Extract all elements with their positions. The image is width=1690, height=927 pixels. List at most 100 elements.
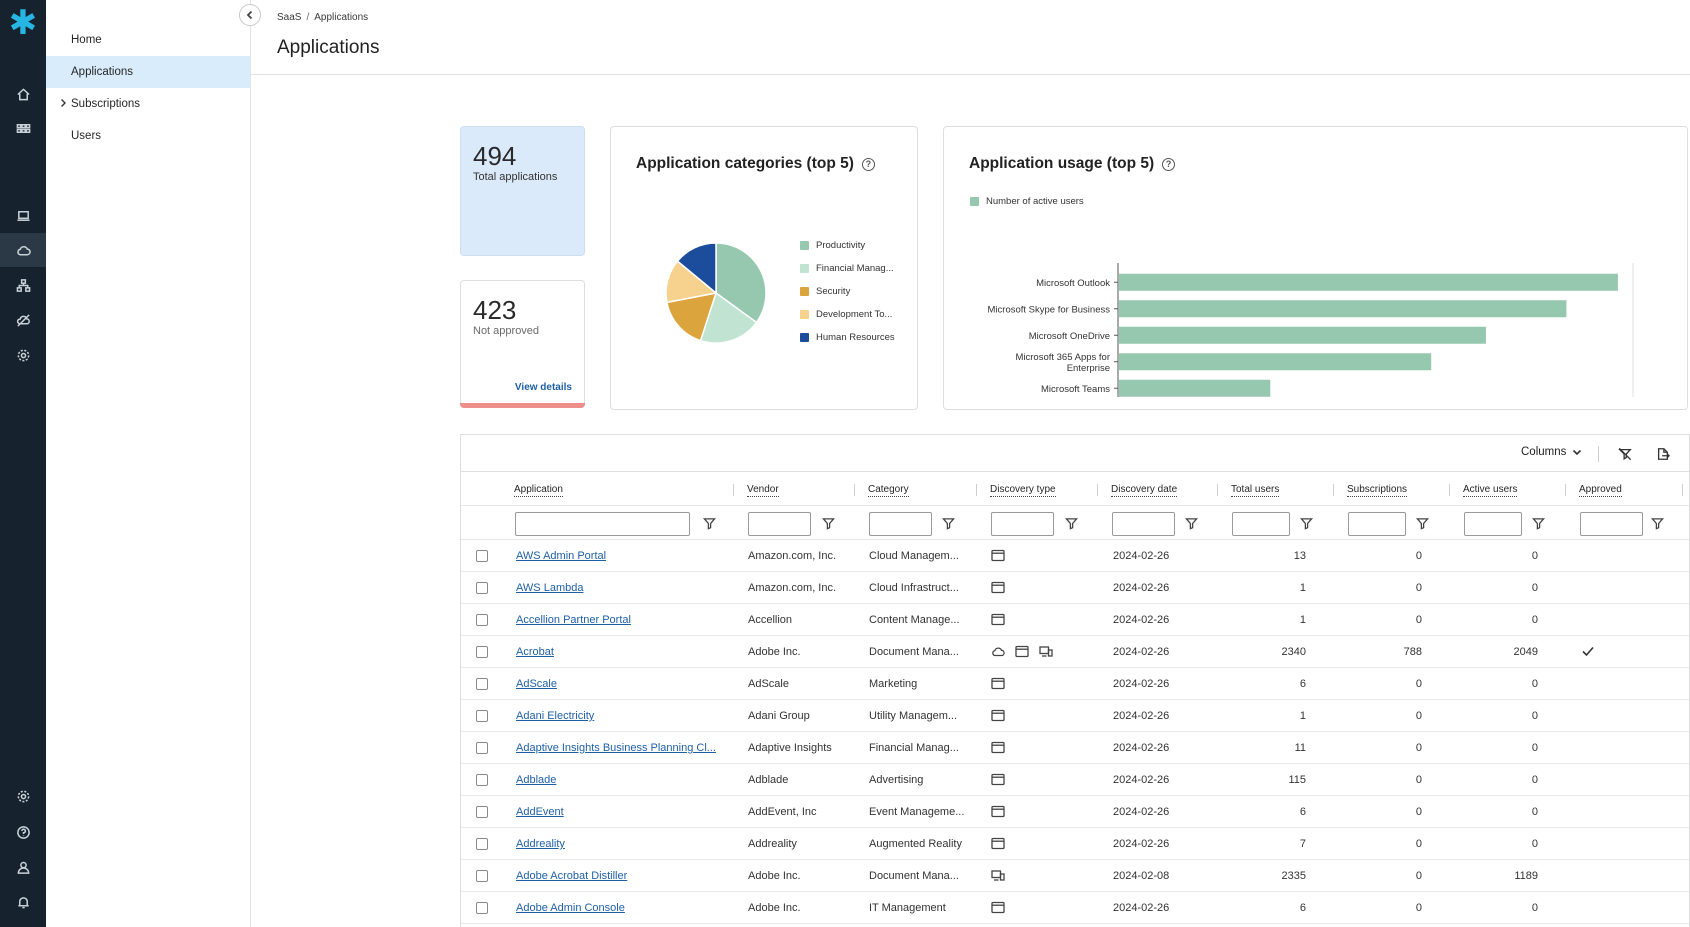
user-icon[interactable] [0,850,46,884]
column-header-application[interactable]: Application [514,484,563,497]
column-resize-handle[interactable] [733,484,734,496]
row-checkbox[interactable] [476,678,488,690]
table-row[interactable]: Adaptive Insights Business Planning Cl..… [461,732,1689,764]
row-checkbox[interactable] [476,902,488,914]
cell-application-link[interactable]: AdScale [516,678,557,690]
breadcrumb-item-saas[interactable]: SaaS [277,12,302,23]
cell-application-link[interactable]: Adblade [516,774,557,786]
categories-legend-item[interactable]: Human Resources [800,332,895,343]
subnav-item-home[interactable]: Home [46,24,250,56]
table-row[interactable]: Adblade Adblade Advertising 2024-02-26 115 0 0 [461,764,1689,796]
filter-input-total-users[interactable] [1232,512,1290,536]
column-header-category[interactable]: Category [868,484,909,497]
export-icon[interactable] [1654,445,1671,462]
column-resize-handle[interactable] [854,484,855,496]
filter-icon[interactable] [702,517,717,530]
filter-icon[interactable] [1415,517,1430,530]
admin-gear-icon[interactable] [0,779,46,813]
filter-input-application[interactable] [515,512,690,536]
cell-application-link[interactable]: Addreality [516,838,565,850]
cell-application-link[interactable]: Acrobat [516,646,554,658]
row-checkbox[interactable] [476,582,488,594]
home-icon[interactable] [0,77,46,111]
column-header-discovery-type[interactable]: Discovery type [990,484,1056,497]
usage-legend-item[interactable]: Number of active users [970,196,1084,207]
column-resize-handle[interactable] [1565,484,1566,496]
table-row[interactable]: Acrobat Adobe Inc. Document Mana... 2024-02… [461,636,1689,668]
subnav-item-users[interactable]: Users [46,120,250,152]
cell-application-link[interactable]: Adobe Admin Console [516,902,625,914]
cell-application-link[interactable]: AddEvent [516,806,564,818]
columns-button[interactable]: Columns [1521,446,1582,458]
clear-filters-icon[interactable] [1616,445,1633,462]
usage-bar[interactable] [1119,379,1271,397]
row-checkbox[interactable] [476,710,488,722]
row-checkbox[interactable] [476,870,488,882]
cell-application-link[interactable]: Accellion Partner Portal [516,614,631,626]
filter-icon[interactable] [1064,517,1079,530]
table-row[interactable]: AWS Admin Portal Amazon.com, Inc. Cloud Ma… [461,540,1689,572]
collapse-nav-button[interactable] [239,4,261,26]
laptop-icon[interactable] [0,198,46,232]
column-header-discovery-date[interactable]: Discovery date [1111,484,1178,497]
cell-application-link[interactable]: AWS Lambda [516,582,584,594]
table-row[interactable]: Accellion Partner Portal Accellion Content… [461,604,1689,636]
filter-input-discovery-type[interactable] [991,512,1054,536]
row-checkbox[interactable] [476,806,488,818]
usage-bar[interactable] [1119,273,1618,291]
table-row[interactable]: AdScale AdScale Marketing 2024-02-26 6 0 0 [461,668,1689,700]
column-header-approved[interactable]: Approved [1579,484,1622,497]
column-header-total-users[interactable]: Total users [1231,484,1280,497]
bell-icon[interactable] [0,885,46,919]
filter-input-approved[interactable] [1580,512,1643,536]
usage-bar[interactable] [1119,300,1567,318]
subnav-item-subscriptions[interactable]: Subscriptions [46,88,250,120]
categories-legend-item[interactable]: Financial Manag... [800,263,894,274]
filter-input-active-users[interactable] [1464,512,1522,536]
row-checkbox[interactable] [476,774,488,786]
filter-icon[interactable] [1650,517,1665,530]
row-checkbox[interactable] [476,838,488,850]
chevron-right-icon[interactable] [58,98,68,108]
categories-legend-item[interactable]: Productivity [800,240,865,251]
filter-icon[interactable] [821,517,836,530]
subnav-item-applications[interactable]: Applications [46,56,250,88]
filter-input-category[interactable] [869,512,932,536]
column-resize-handle[interactable] [1333,484,1334,496]
filter-input-vendor[interactable] [748,512,811,536]
table-row[interactable]: AWS Lambda Amazon.com, Inc. Cloud Infrastr… [461,572,1689,604]
help-circle-icon[interactable]: ? [1162,157,1176,171]
pie-slice[interactable] [699,291,758,344]
column-header-subscriptions[interactable]: Subscriptions [1347,484,1408,497]
column-resize-handle[interactable] [1217,484,1218,496]
pie-slice[interactable] [715,242,767,324]
filter-icon[interactable] [1531,517,1546,530]
total-applications-card[interactable]: 494 Total applications [460,126,585,256]
row-checkbox[interactable] [476,646,488,658]
cell-application-link[interactable]: Adaptive Insights Business Planning Cl..… [516,742,716,754]
table-row[interactable]: AddEvent AddEvent, Inc Event Manageme... 20… [461,796,1689,828]
categories-legend-item[interactable]: Security [800,286,850,297]
filter-input-discovery-date[interactable] [1112,512,1175,536]
cell-application-link[interactable]: Adani Electricity [516,710,595,722]
row-checkbox[interactable] [476,550,488,562]
column-resize-handle[interactable] [1682,484,1683,496]
cell-application-link[interactable]: AWS Admin Portal [516,550,607,562]
table-row[interactable]: Adobe Acrobat Distiller Adobe Inc. Documen… [461,860,1689,892]
pie-slice[interactable] [666,292,718,342]
table-row[interactable]: Adobe Admin Console Adobe Inc. IT Manageme… [461,892,1689,924]
usage-bar[interactable] [1119,353,1432,371]
table-row[interactable]: Adani Electricity Adani Group Utility Mana… [461,700,1689,732]
brand-logo-icon[interactable]: ✱ [8,4,38,42]
help-icon[interactable] [0,815,46,849]
usage-bar[interactable] [1119,326,1486,344]
cloud-icon[interactable] [0,233,46,267]
cell-application-link[interactable]: Adobe Acrobat Distiller [516,870,628,882]
table-row[interactable]: Addreality Addreality Augmented Reality 202… [461,828,1689,860]
column-resize-handle[interactable] [1449,484,1450,496]
network-icon[interactable] [0,268,46,302]
row-checkbox[interactable] [476,742,488,754]
view-details-link[interactable]: View details [514,382,572,393]
filter-icon[interactable] [941,517,956,530]
filter-icon[interactable] [1299,517,1314,530]
